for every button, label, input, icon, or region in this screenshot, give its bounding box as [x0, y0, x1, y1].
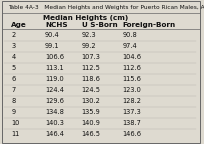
Text: 128.2: 128.2: [122, 98, 141, 104]
Text: NCHS: NCHS: [45, 22, 68, 28]
Text: 3: 3: [11, 43, 15, 49]
Text: 118.6: 118.6: [82, 76, 101, 82]
Text: 104.6: 104.6: [122, 54, 141, 60]
Text: 130.2: 130.2: [82, 98, 101, 104]
Text: 4: 4: [11, 54, 16, 60]
Text: 90.8: 90.8: [122, 32, 137, 37]
Text: U S-Born: U S-Born: [82, 22, 117, 28]
Text: 140.9: 140.9: [82, 120, 101, 126]
Text: 99.1: 99.1: [45, 43, 59, 49]
Text: 140.3: 140.3: [45, 120, 64, 126]
Text: 112.5: 112.5: [82, 65, 101, 71]
Text: Table 4A-3   Median Heights and Weights for Puerto Rican Males, Ages 2-18: Table 4A-3 Median Heights and Weights fo…: [8, 5, 204, 10]
Text: 113.1: 113.1: [45, 65, 63, 71]
Text: 99.2: 99.2: [82, 43, 96, 49]
Text: 97.4: 97.4: [122, 43, 137, 49]
Text: 8: 8: [11, 98, 16, 104]
Text: 135.9: 135.9: [82, 109, 100, 115]
Text: 92.3: 92.3: [82, 32, 96, 37]
Text: 7: 7: [11, 87, 16, 93]
Text: 146.4: 146.4: [45, 131, 64, 137]
Text: Median Heights (cm): Median Heights (cm): [43, 15, 128, 21]
Text: 9: 9: [11, 109, 15, 115]
Text: 107.3: 107.3: [82, 54, 101, 60]
Text: 112.6: 112.6: [122, 65, 141, 71]
Text: 5: 5: [11, 65, 16, 71]
Text: 2: 2: [11, 32, 16, 37]
Text: 11: 11: [11, 131, 19, 137]
Text: 129.6: 129.6: [45, 98, 64, 104]
Text: 146.5: 146.5: [82, 131, 101, 137]
Text: 90.4: 90.4: [45, 32, 60, 37]
Text: 123.0: 123.0: [122, 87, 141, 93]
Text: 124.5: 124.5: [82, 87, 101, 93]
Text: 119.0: 119.0: [45, 76, 64, 82]
Text: 106.6: 106.6: [45, 54, 64, 60]
Text: 137.3: 137.3: [122, 109, 141, 115]
Text: 115.6: 115.6: [122, 76, 141, 82]
Text: 10: 10: [11, 120, 20, 126]
Text: 138.7: 138.7: [122, 120, 141, 126]
Text: 6: 6: [11, 76, 16, 82]
Text: 146.6: 146.6: [122, 131, 141, 137]
Text: Age: Age: [11, 22, 27, 28]
Text: 134.8: 134.8: [45, 109, 64, 115]
Text: Foreign-Born: Foreign-Born: [122, 22, 176, 28]
Text: 124.4: 124.4: [45, 87, 64, 93]
